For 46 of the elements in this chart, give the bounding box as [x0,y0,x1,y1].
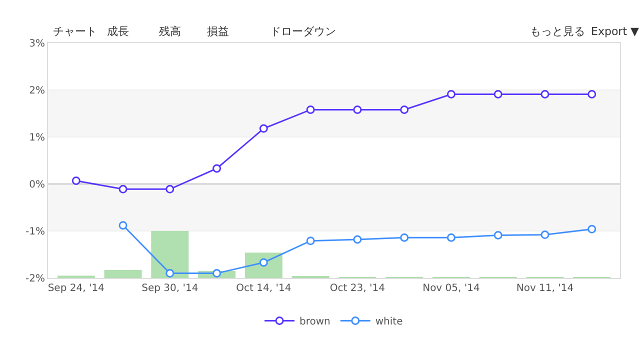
text: 損益 [207,25,229,38]
point [400,233,409,242]
text: ドローダウン [270,25,336,38]
point [306,236,315,246]
x-tick-label: Sep 30, '14 [142,283,198,294]
point [259,124,268,133]
y-tick-label: 1% [29,132,45,144]
y-tick-label: 3% [29,38,45,50]
text: 成長 [107,25,129,38]
point [494,230,502,240]
point [118,221,128,230]
y-tick-label: 0% [29,180,45,190]
point [118,184,128,194]
point [166,269,174,278]
text: 残高 [159,25,181,38]
text: Export ▼ [591,25,640,38]
x-tick-label: Nov 05, '14 [422,283,480,294]
point [446,233,456,242]
bar [151,231,189,278]
x-tick-label: Oct 23, '14 [330,283,385,294]
x-tick-label: Sep 24, '14 [48,283,104,294]
point [446,90,456,98]
point [72,176,80,185]
y-tick-label: -2% [26,274,45,284]
point [166,184,174,194]
point [400,105,409,114]
x-tick-label: Oct 14, '14 [236,283,292,294]
point [588,90,596,98]
point [259,258,268,267]
bar [104,270,142,278]
point [306,105,315,114]
point [212,164,222,173]
text: チャート [53,25,97,38]
point [540,90,550,98]
text: もっと見る [530,25,585,38]
legend-label: brown [300,316,330,328]
point [212,269,222,278]
point [494,90,502,98]
point [540,230,550,240]
legend-label: white [375,316,403,328]
point [353,235,362,244]
point [588,224,596,234]
x-tick-label: Nov 11, '14 [516,283,574,294]
y-tick-label: 2% [29,86,45,96]
y-tick-label: -1% [26,226,45,238]
point [353,105,362,114]
